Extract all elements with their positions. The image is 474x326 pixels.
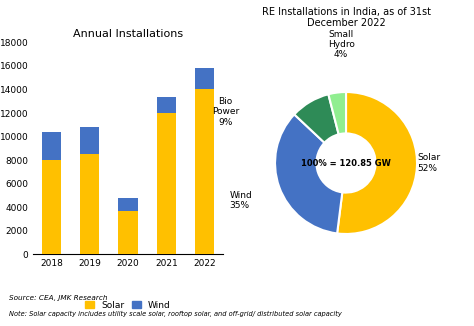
Text: Source: CEA, JMK Research: Source: CEA, JMK Research [9, 295, 108, 301]
Bar [80, 154, 99, 254]
Bar [80, 127, 99, 154]
Bar [195, 68, 214, 89]
Bar [118, 198, 137, 211]
Bar [195, 89, 214, 254]
Bar [157, 113, 176, 254]
Text: Solar
52%: Solar 52% [417, 153, 440, 173]
Text: 100% = 120.85 GW: 100% = 120.85 GW [301, 158, 391, 168]
Bar [118, 211, 137, 254]
Wedge shape [328, 92, 346, 134]
Title: RE Installations in India, as of 31st
December 2022: RE Installations in India, as of 31st De… [262, 7, 430, 28]
Bar [157, 96, 176, 113]
Text: Note: Solar capacity includes utility scale solar, rooftop solar, and off-grid/ : Note: Solar capacity includes utility sc… [9, 311, 342, 318]
Bar [42, 160, 61, 254]
Title: Annual Installations: Annual Installations [73, 29, 183, 39]
Legend: Solar, Wind: Solar, Wind [82, 297, 174, 313]
Wedge shape [294, 94, 338, 143]
Text: Small
Hydro
4%: Small Hydro 4% [328, 30, 355, 59]
Bar [42, 132, 61, 160]
Text: Bio
Power
9%: Bio Power 9% [212, 97, 239, 126]
Wedge shape [275, 114, 342, 233]
Text: Wind
35%: Wind 35% [230, 191, 253, 210]
Wedge shape [337, 92, 417, 234]
